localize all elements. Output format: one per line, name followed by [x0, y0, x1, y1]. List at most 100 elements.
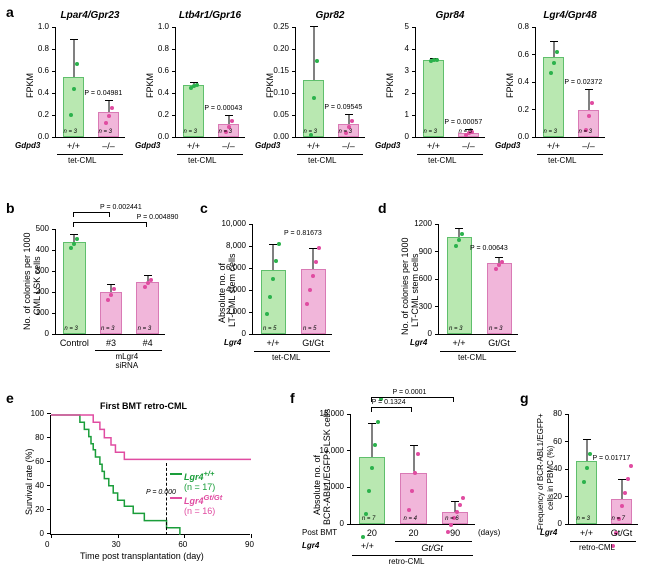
n-label: n = 7: [362, 516, 376, 522]
n-label: n = 3: [544, 129, 558, 135]
y-tick-label: 0: [558, 519, 562, 528]
y-tick-label: 0.05: [273, 110, 289, 119]
p-value: P = 0.0001: [393, 389, 427, 396]
p-value: P = 0.00643: [470, 245, 508, 252]
n-label: n = 3: [489, 326, 503, 332]
data-point: [149, 278, 153, 282]
y-tick-label: 5: [405, 22, 409, 31]
x-category: –/–: [574, 141, 604, 151]
y-tick-label: 1200: [414, 219, 432, 228]
data-point: [500, 260, 504, 264]
p-value: P = 0.09545: [324, 104, 362, 111]
n-label: n = 3: [101, 326, 115, 332]
data-point: [109, 293, 113, 297]
data-point: [416, 452, 420, 456]
data-point: [317, 246, 321, 250]
p-value: P = 0.04981: [84, 90, 122, 97]
data-point: [367, 489, 371, 493]
y-tick-label: 0: [340, 519, 344, 528]
p-value: P = 0.002441: [100, 204, 142, 211]
y-tick-label: 0.0: [38, 132, 49, 141]
n-label: n = 4: [404, 516, 418, 522]
y-tick-label: 600: [419, 274, 432, 283]
y-tick-label: 8,000: [226, 241, 246, 250]
bar: [63, 242, 86, 334]
data-point: [629, 464, 633, 468]
x-category: +/+: [258, 338, 288, 348]
data-point: [552, 61, 556, 65]
n-label: n = 3: [449, 326, 463, 332]
y-axis-label: FPKM: [505, 73, 515, 98]
x-category: +/+: [179, 141, 209, 151]
n-label: n = 3: [99, 129, 113, 135]
data-point: [104, 121, 108, 125]
x-category: 20: [399, 528, 429, 538]
data-point: [582, 480, 586, 484]
n-label: n = 3: [64, 129, 78, 135]
bar: [423, 60, 445, 137]
y-tick-label: 10,000: [222, 219, 246, 228]
bar: [487, 263, 512, 334]
y-tick-label: 0: [242, 329, 246, 338]
bar: [543, 57, 565, 137]
y-tick-label: 0.4: [38, 88, 49, 97]
data-point: [143, 285, 147, 289]
y-tick-label: 2: [405, 88, 409, 97]
y-tick-label: 0.25: [273, 22, 289, 31]
chart-title: Gpr82: [285, 10, 375, 21]
data-point: [626, 477, 630, 481]
y-tick-label: 1: [405, 110, 409, 119]
survival-line-wt: [51, 415, 180, 535]
data-point: [315, 59, 319, 63]
data-point: [265, 312, 269, 316]
p-value: P = 0.00057: [444, 119, 482, 126]
data-point: [587, 114, 591, 118]
data-point: [72, 242, 76, 246]
y-tick-label: 0: [428, 329, 432, 338]
y-tick-label: 0: [405, 132, 409, 141]
y-tick-label: 0.00: [273, 132, 289, 141]
data-point: [69, 113, 73, 117]
legend-item: Lgr4Gt/Gt(n = 16): [184, 493, 222, 516]
data-point: [373, 443, 377, 447]
group-label: tet-CML: [188, 156, 216, 165]
data-point: [449, 523, 453, 527]
gene-label: Gdpd3: [135, 141, 160, 150]
y-tick-label: 3: [405, 66, 409, 75]
n-label: n = 3: [219, 129, 233, 135]
p-value: P = 0.02372: [564, 79, 602, 86]
x-category: –/–: [214, 141, 244, 151]
data-point: [370, 466, 374, 470]
gene-label: Gdpd3: [495, 141, 520, 150]
data-point: [461, 496, 465, 500]
data-point: [305, 302, 309, 306]
data-point: [227, 125, 231, 129]
panel-c-label: c: [200, 200, 208, 216]
x-category: +/+: [59, 141, 89, 151]
data-point: [230, 119, 234, 123]
x-category: –/–: [94, 141, 124, 151]
group-label: tet-CML: [308, 156, 336, 165]
n-label: n = 3: [577, 516, 591, 522]
data-point: [413, 471, 417, 475]
chart-title: Lgr4/Gpr48: [525, 10, 615, 21]
group-label: tet-CML: [68, 156, 96, 165]
x-category: Gt/Gt: [484, 338, 514, 348]
n-label: n = 6: [445, 516, 459, 522]
data-point: [195, 83, 199, 87]
y-tick-label: 400: [36, 245, 49, 254]
x-category: +/+: [299, 141, 329, 151]
chart-title: First BMT retro-CML: [100, 401, 187, 411]
data-point: [146, 281, 150, 285]
chart-title: Gpr84: [405, 10, 495, 21]
y-tick-label: 0.2: [158, 110, 169, 119]
data-point: [407, 508, 411, 512]
x-category: +/+: [419, 141, 449, 151]
gene-label: Gdpd3: [15, 141, 40, 150]
y-tick-label: 60: [553, 437, 562, 446]
data-point: [107, 114, 111, 118]
data-point: [110, 106, 114, 110]
n-label: n = 5: [303, 326, 317, 332]
n-label: n = 3: [339, 129, 353, 135]
y-tick-label: 0.2: [518, 105, 529, 114]
